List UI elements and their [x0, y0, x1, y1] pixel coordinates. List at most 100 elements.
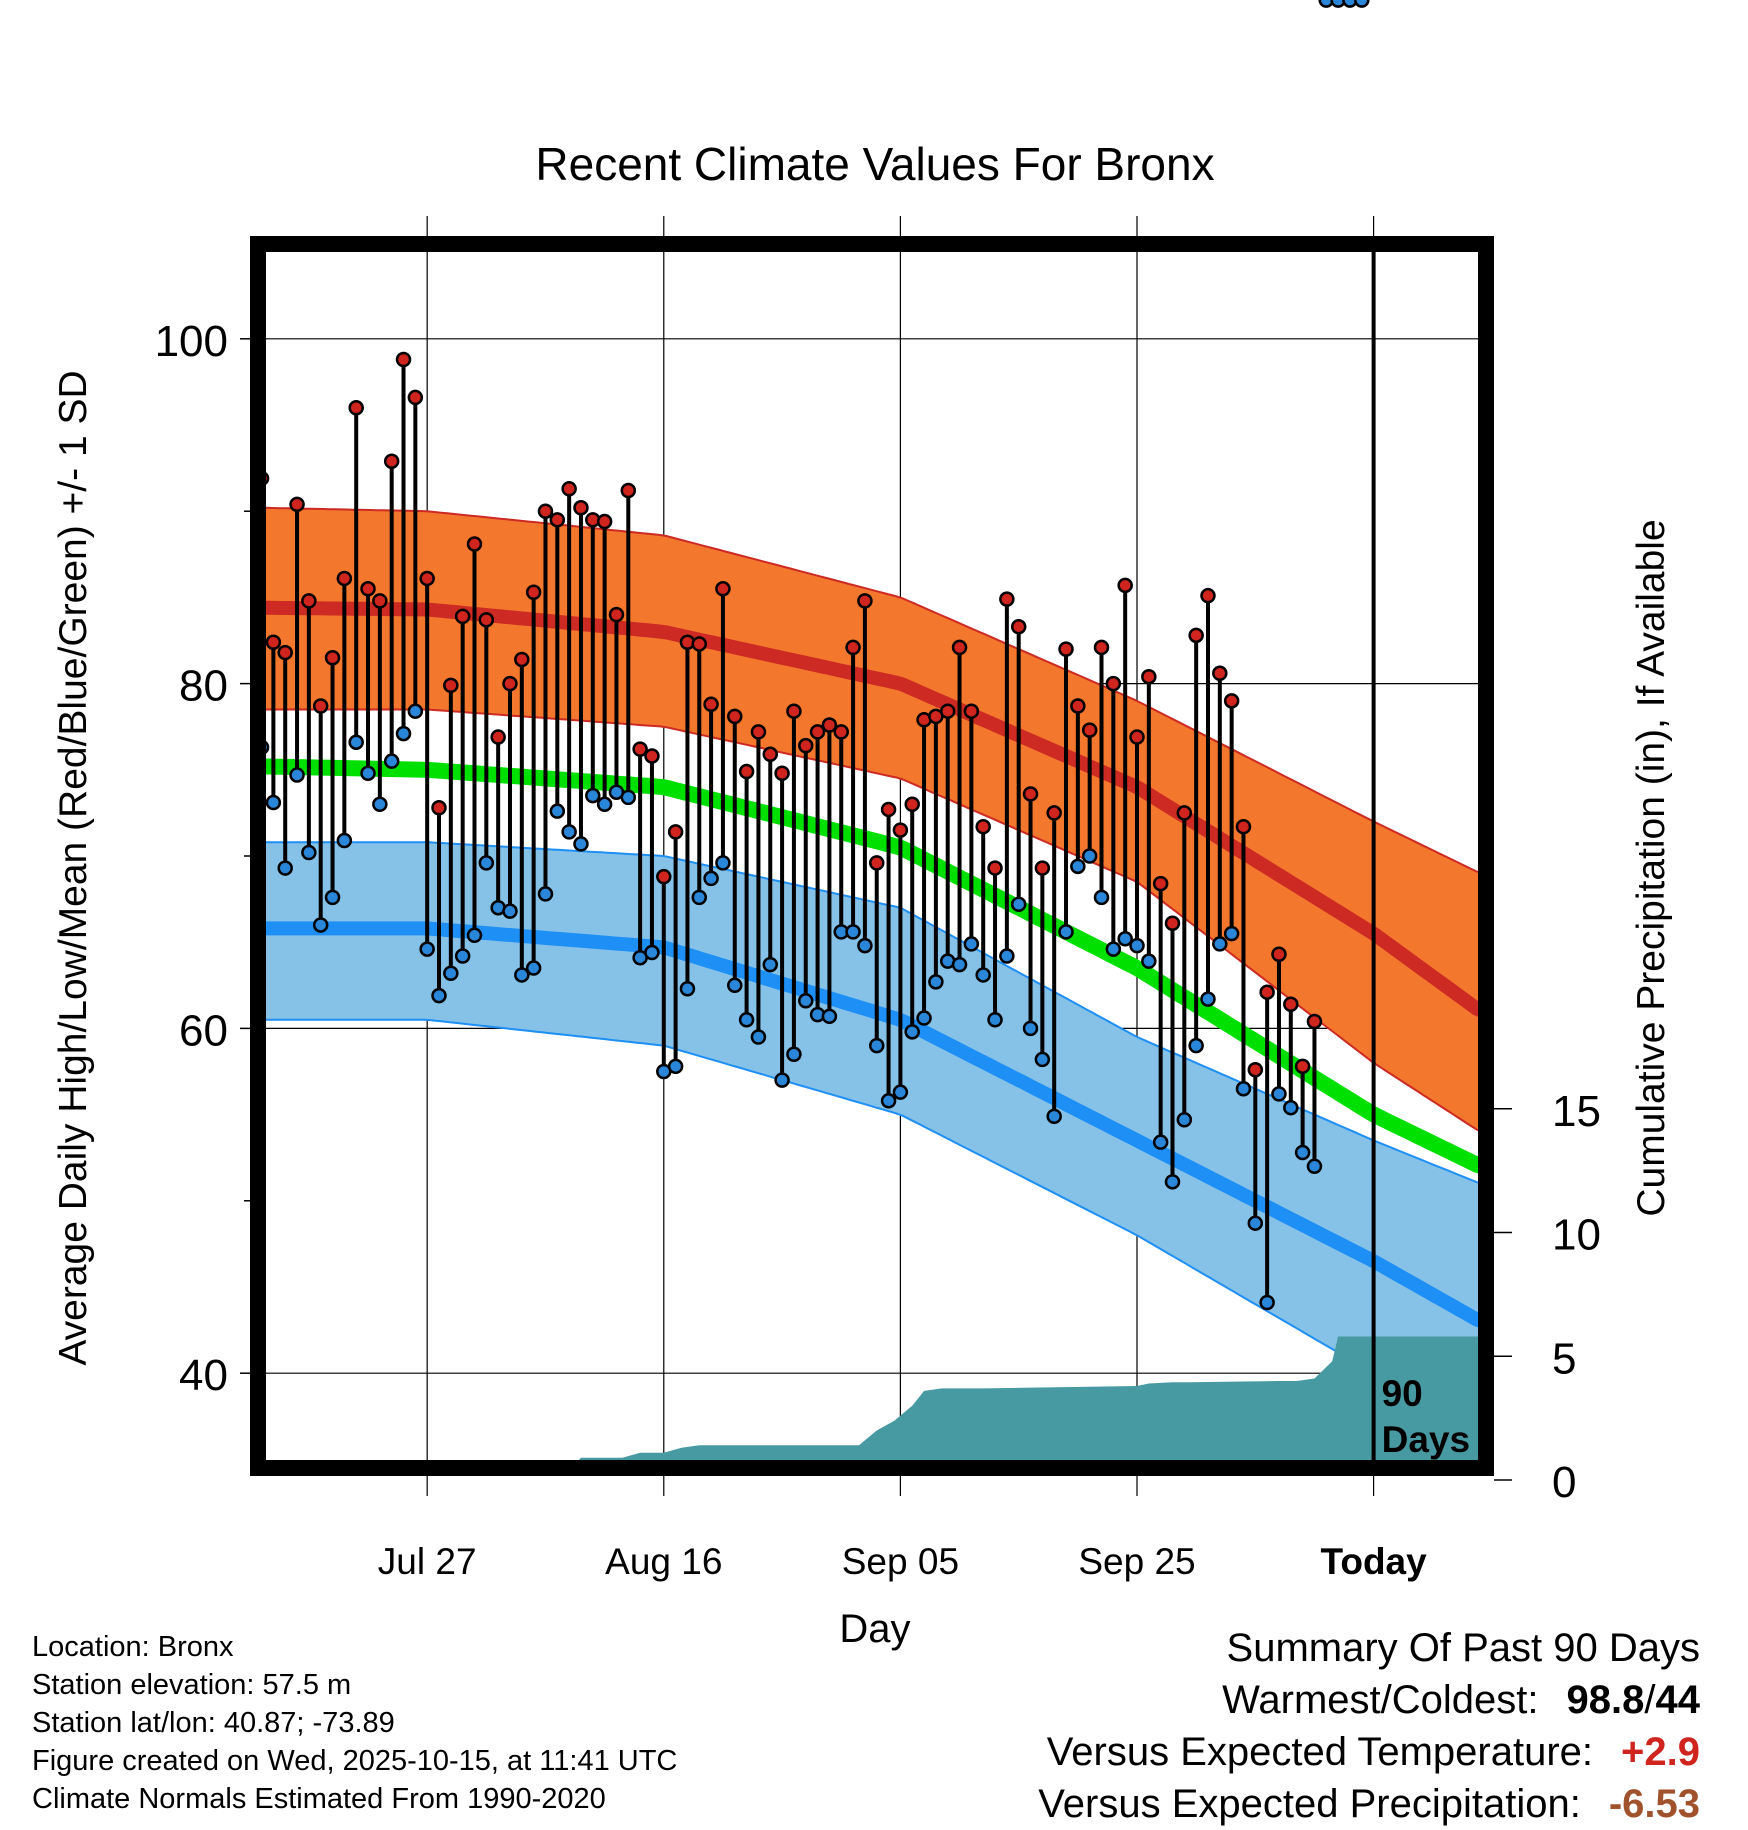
low-temp-dot — [667, 1058, 684, 1075]
high-temp-dot — [454, 608, 471, 625]
summary-temp-row: Versus Expected Temperature: +2.9 — [1038, 1726, 1700, 1778]
high-temp-dot — [1105, 675, 1122, 692]
low-temp-dot — [561, 824, 577, 840]
high-temp-dot — [419, 570, 435, 587]
high-temp-dot — [596, 513, 613, 530]
temp-label: Versus Expected Temperature: — [1046, 1730, 1594, 1774]
high-temp-dot — [514, 651, 530, 668]
high-temp-dot — [833, 724, 849, 740]
high-temp-dot — [845, 639, 861, 656]
high-temp-dot — [265, 634, 282, 650]
low-temp-dot — [360, 765, 376, 782]
low-temp-dot — [312, 917, 329, 933]
observation-dots — [253, 0, 1370, 1311]
low-temp-dot — [975, 967, 991, 983]
high-temp-dot — [620, 482, 637, 499]
high-temp-dot — [738, 763, 755, 780]
high-temp-dot — [762, 746, 779, 763]
low-temp-dot — [1117, 930, 1133, 947]
low-temp-dot — [1164, 1174, 1181, 1190]
high-temp-dot — [1058, 641, 1074, 657]
high-temp-dot — [1070, 698, 1086, 714]
low-temp-dot — [1188, 1037, 1204, 1054]
high-temp-dot — [750, 724, 767, 740]
high-temp-dot — [987, 860, 1003, 876]
low-temp-dot — [951, 956, 968, 973]
today-label-line: 90 — [1382, 1373, 1423, 1414]
high-temp-dot — [727, 708, 743, 725]
high-temp-dot — [1306, 1013, 1323, 1030]
low-temp-dot — [585, 787, 601, 804]
low-temp-dot — [797, 993, 814, 1009]
low-temp-dot — [1034, 1051, 1051, 1068]
low-temp-dot — [1318, 0, 1335, 8]
low-temp-dot — [821, 1008, 838, 1025]
high-temp-dot — [857, 593, 873, 609]
chart-title: Recent Climate Values For Bronx — [535, 138, 1214, 190]
low-temp-dot — [1200, 991, 1216, 1007]
high-temp-dot — [975, 818, 991, 835]
high-temp-dot — [478, 612, 495, 628]
station-info: Location: Bronx Station elevation: 57.5 … — [32, 1628, 677, 1818]
low-temp-dot — [880, 1093, 897, 1109]
low-temp-dot — [383, 753, 400, 769]
low-temp-dot — [466, 927, 483, 944]
low-temp-dot — [715, 855, 731, 871]
low-temp-dot — [928, 974, 944, 990]
low-temp-dot — [1105, 941, 1122, 957]
today-label-line: Days — [1382, 1419, 1470, 1460]
high-temp-dot — [868, 855, 885, 871]
precip-tick-label: 15 — [1552, 1087, 1601, 1136]
low-temp-dot — [1306, 1158, 1323, 1175]
high-temp-dot — [691, 636, 708, 652]
low-temp-dot — [525, 960, 542, 976]
y-tick-label: 40 — [179, 1351, 228, 1400]
low-temp-dot — [1247, 1215, 1264, 1231]
today-days-label: 90 Days — [1382, 1373, 1470, 1460]
high-temp-dot — [537, 503, 554, 519]
coldest-value: 44 — [1655, 1678, 1701, 1722]
high-temp-dot — [951, 639, 968, 656]
high-temp-dot — [1200, 587, 1216, 604]
plot-border — [250, 236, 1494, 1476]
low-temp-dot — [963, 936, 980, 952]
low-temp-dot — [1212, 936, 1228, 952]
high-temp-dot — [431, 799, 447, 816]
summary-precip-row: Versus Expected Precipitation: -6.53 — [1038, 1778, 1700, 1830]
low-temp-dot — [1294, 1144, 1311, 1161]
low-temp-dot — [1093, 889, 1110, 906]
low-temp-dot — [904, 1024, 920, 1040]
high-temp-dot — [1129, 729, 1145, 745]
high-temp-dot — [525, 584, 542, 600]
low-temp-dot — [549, 803, 566, 819]
plot-frame — [250, 236, 1494, 1476]
high-temp-dot — [372, 593, 388, 609]
x-tick-label: Sep 05 — [842, 1541, 959, 1582]
high-temp-dot — [1093, 639, 1110, 656]
low-temp-dot — [573, 836, 589, 852]
low-temp-dot — [1354, 0, 1370, 8]
high-temp-dot — [1010, 618, 1027, 635]
low-temp-dot — [277, 860, 293, 876]
high-temp-dot — [1247, 1062, 1264, 1078]
low-temp-dot — [1259, 1294, 1275, 1311]
precip-tick-label: 10 — [1552, 1211, 1601, 1260]
low-temp-dot — [1081, 848, 1098, 864]
low-temp-dot — [1141, 953, 1157, 969]
tick-labels: 40 60 80 100 0 5 10 15 Jul 27 Aug 16 Sep 05 Sep 25 T… — [155, 317, 1601, 1582]
low-temp-dot — [1022, 1020, 1039, 1037]
summary-title: Summary Of Past 90 Days — [1226, 1626, 1700, 1670]
high-temp-dot — [324, 649, 341, 666]
high-temp-dot — [443, 677, 459, 694]
high-temp-dot — [904, 796, 920, 813]
high-temp-dot — [1117, 577, 1133, 594]
low-temp-dot — [301, 844, 317, 861]
low-temp-dot — [892, 1084, 909, 1100]
high-temp-dot — [880, 801, 897, 818]
info-elevation: Station elevation: 57.5 m — [32, 1669, 352, 1701]
high-temp-dot — [1141, 668, 1157, 685]
high-normal-band — [258, 506, 1486, 1133]
high-temp-dot — [573, 500, 589, 516]
low-temp-dot — [372, 796, 388, 813]
